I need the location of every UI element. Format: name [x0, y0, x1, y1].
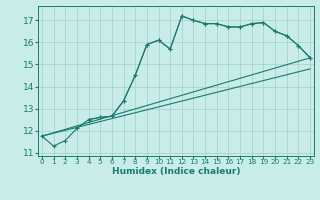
X-axis label: Humidex (Indice chaleur): Humidex (Indice chaleur)	[112, 167, 240, 176]
